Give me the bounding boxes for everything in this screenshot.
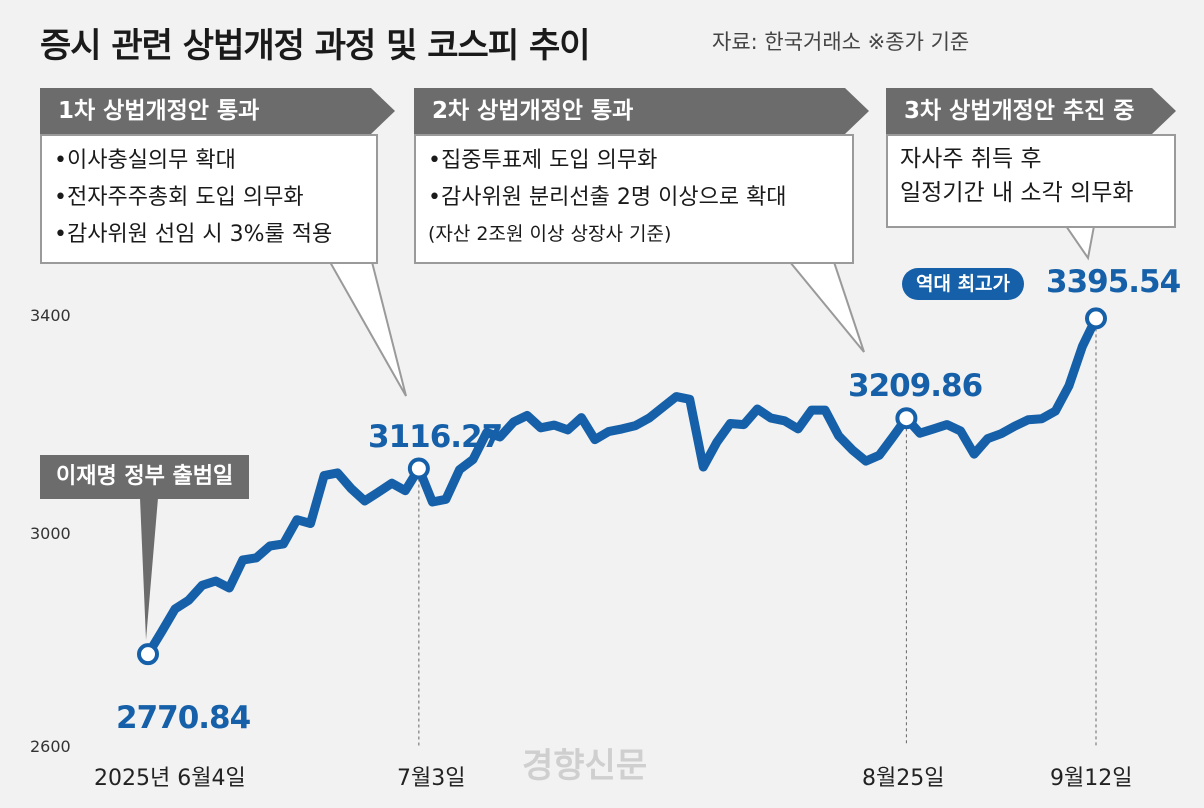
amendment-1-title: 1차 상법개정안 통과 (40, 88, 395, 134)
annotated-point-marker (895, 407, 918, 430)
value-label-start: 2770.84 (116, 700, 251, 736)
annotated-point-marker (137, 643, 159, 666)
inauguration-label: 이재명 정부 출범일 (40, 455, 250, 499)
amendment-2-item: •집중투표제 도입 의무화 (428, 148, 658, 173)
amendment-3-item: 자사주 취득 후 (900, 146, 1042, 172)
annotated-point-marker (407, 457, 430, 480)
amendment-1-body: •이사충실의무 확대 •전자주주총회 도입 의무화 •감사위원 선임 시 3%룰… (40, 134, 378, 264)
amendment-1-item: •감사위원 선임 시 3%룰 적용 (54, 222, 333, 247)
source-note: 자료: 한국거래소 ※종가 기준 (712, 30, 970, 54)
x-tick-label: 9월12일 (1050, 766, 1133, 791)
publisher-watermark: 경향신문 (522, 746, 648, 786)
x-tick-label: 2025년 6월4일 (94, 766, 246, 791)
y-tick-label: 3400 (30, 306, 71, 325)
chart-title: 증시 관련 상법개정 과정 및 코스피 추이 (40, 26, 591, 66)
amendment-3-body: 자사주 취득 후 일정기간 내 소각 의무화 (886, 134, 1176, 228)
record-high-badge: 역대 최고가 (902, 268, 1025, 300)
value-label-jul3: 3116.27 (368, 419, 503, 455)
amendment-2-title: 2차 상법개정안 통과 (414, 88, 869, 134)
callout-pointer (1064, 225, 1096, 261)
amendment-2-body: •집중투표제 도입 의무화 •감사위원 분리선출 2명 이상으로 확대 (자산 … (414, 134, 854, 264)
amendment-2-item: •감사위원 분리선출 2명 이상으로 확대 (428, 185, 787, 210)
inauguration-pointer (140, 498, 158, 640)
callout-pointer (328, 261, 407, 397)
x-tick-label: 7월3일 (397, 766, 466, 791)
amendment-1-item: •전자주주총회 도입 의무화 (54, 185, 304, 210)
value-label-aug25: 3209.86 (848, 368, 983, 404)
annotated-point-marker (1085, 307, 1107, 330)
kospi-series-line (143, 313, 1101, 659)
x-tick-label: 8월25일 (862, 766, 945, 791)
value-label-peak: 3395.54 (1046, 264, 1181, 300)
amendment-3-title: 3차 상법개정안 추진 중 (886, 88, 1176, 134)
amendment-1-item: •이사충실의무 확대 (54, 148, 236, 173)
y-tick-label: 2600 (30, 737, 71, 756)
amendment-2-note: (자산 2조원 이상 상장사 기준) (428, 223, 672, 245)
y-tick-label: 3000 (30, 524, 71, 543)
callout-pointer (787, 261, 865, 353)
amendment-3-item: 일정기간 내 소각 의무화 (900, 180, 1134, 206)
